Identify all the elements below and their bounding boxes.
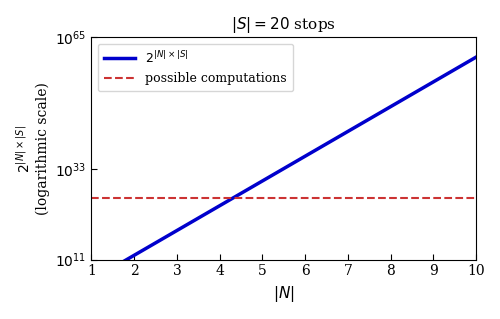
Y-axis label: $2^{|N|\times|S|}$
(logarithmic scale): $2^{|N|\times|S|}$ (logarithmic scale): [15, 82, 50, 215]
$2^{|N|\times|S|}$: [345, 130, 351, 133]
$2^{|N|\times|S|}$: [131, 253, 137, 257]
$2^{|N|\times|S|}$: [302, 154, 308, 158]
$2^{|N|\times|S|}$: [388, 105, 394, 108]
Legend: $2^{|N|\times|S|}$, possible computations: $2^{|N|\times|S|}$, possible computation…: [98, 44, 293, 91]
$2^{|N|\times|S|}$: [216, 204, 222, 208]
possible computations: [46, 196, 52, 200]
X-axis label: $|N|$: $|N|$: [273, 284, 294, 304]
$2^{|N|\times|S|}$: [430, 80, 436, 84]
Title: $|S| = 20$ stops: $|S| = 20$ stops: [232, 15, 336, 35]
$2^{|N|\times|S|}$: [174, 229, 180, 233]
Line: $2^{|N|\times|S|}$: $2^{|N|\times|S|}$: [92, 57, 476, 280]
$2^{|N|\times|S|}$: [260, 179, 266, 183]
possible computations: [88, 196, 94, 200]
$2^{|N|\times|S|}$: [88, 278, 94, 282]
$2^{|N|\times|S|}$: [473, 55, 479, 59]
